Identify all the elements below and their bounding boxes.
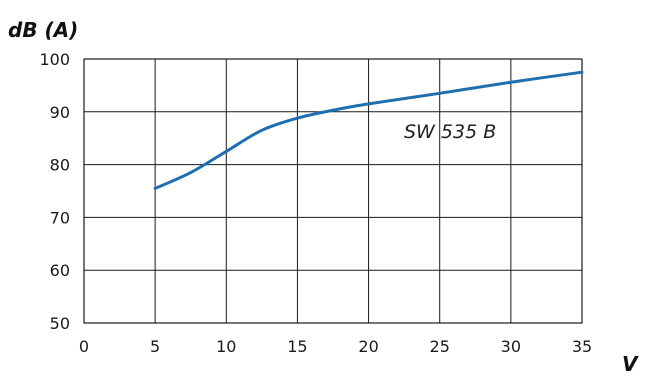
x-tick-label-35: 35 — [572, 337, 592, 356]
y-tick-labels: 50 60 70 80 90 100 — [39, 50, 70, 333]
y-tick-label-50: 50 — [50, 314, 70, 333]
x-tick-labels: 0 5 10 15 20 25 30 35 — [79, 337, 592, 356]
x-tick-label-30: 30 — [501, 337, 521, 356]
x-tick-label-5: 5 — [150, 337, 160, 356]
series-label-sw-535-b: SW 535 B — [404, 121, 496, 143]
y-tick-label-80: 80 — [50, 156, 70, 175]
y-axis-title: dB (A) — [8, 18, 78, 42]
x-tick-label-25: 25 — [430, 337, 450, 356]
series-line-0 — [153, 70, 584, 190]
x-tick-label-0: 0 — [79, 337, 89, 356]
x-axis-title: V — [622, 352, 639, 376]
y-tick-label-60: 60 — [50, 261, 70, 280]
y-tick-label-90: 90 — [50, 103, 70, 122]
grid — [84, 59, 582, 323]
y-tick-label-70: 70 — [50, 208, 70, 227]
y-tick-label-100: 100 — [39, 50, 70, 69]
x-tick-label-15: 15 — [287, 337, 307, 356]
x-tick-label-10: 10 — [216, 337, 236, 356]
series-layer — [153, 70, 584, 190]
x-tick-label-20: 20 — [358, 337, 378, 356]
plot-frame — [83, 58, 583, 324]
